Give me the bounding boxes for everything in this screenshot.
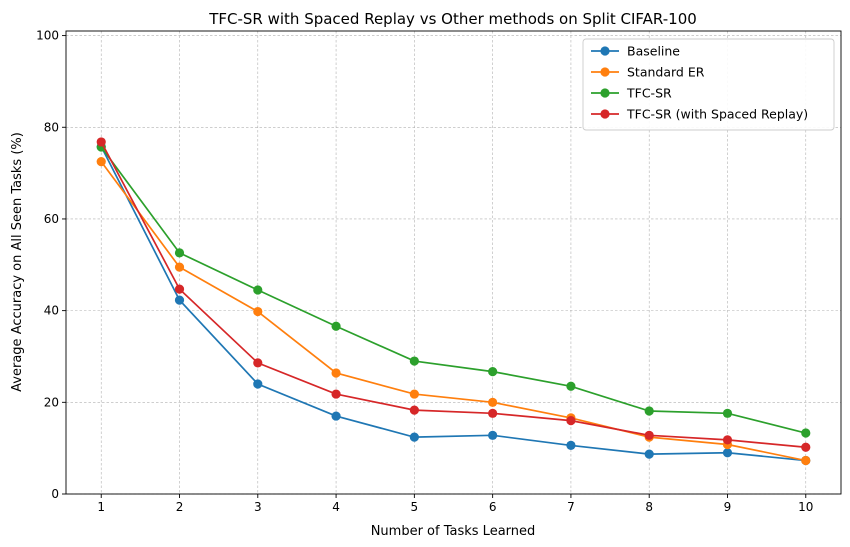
data-point [722,448,733,458]
data-point [566,416,576,426]
data-point [801,442,811,452]
x-tick-label: 3 [254,500,262,514]
data-point [801,455,811,466]
x-tick-label: 1 [97,500,105,514]
legend-box [582,38,835,131]
data-point [96,157,106,167]
data-point [174,262,185,272]
data-point [644,406,654,416]
data-point [331,321,341,331]
series-lines [96,137,811,466]
x-tick-label: 10 [798,500,813,514]
series-tfc-sr [96,142,811,438]
y-tick-label: 20 [44,395,59,409]
x-tick-label: 8 [645,500,653,514]
data-point [566,381,576,391]
data-point [488,430,498,440]
legend-item: Baseline [591,44,680,59]
plot-frame [65,30,842,495]
data-point [644,430,654,440]
data-point [96,137,106,147]
data-point [801,428,811,438]
series-line [100,161,806,462]
data-point [566,440,576,451]
series-baseline [96,141,811,466]
data-point [331,368,341,378]
data-point [409,432,419,442]
x-tick-label: 7 [567,500,575,514]
data-point [253,358,263,368]
data-point [253,379,263,389]
x-axis-label: Number of Tasks Learned [371,524,536,539]
legend-marker [600,88,610,98]
series-line [100,146,806,462]
x-tick-label: 4 [332,500,340,514]
chart-title: TFC-SR with Spaced Replay vs Other metho… [208,10,697,28]
legend-marker [600,109,610,119]
data-point [488,367,498,377]
y-tick-label: 100 [36,29,59,43]
y-axis: 0 20 40 60 80 100 [36,29,66,501]
legend-item: TFC-SR [591,86,672,101]
series-line [100,146,806,434]
y-tick-label: 60 [44,212,59,226]
legend-marker [600,67,610,77]
data-point [409,405,419,415]
legend-label: TFC-SR [626,86,672,101]
data-point [722,408,733,418]
legend-label: Baseline [627,44,680,59]
x-tick-label: 5 [411,500,419,514]
series-line [100,141,806,449]
legend-marker [600,46,610,56]
y-axis-label: Average Accuracy on All Seen Tasks (%) [10,132,25,392]
x-tick-label: 6 [489,500,497,514]
data-point [488,397,498,407]
legend-label: Standard ER [627,65,705,80]
data-point [409,356,419,366]
data-point [174,284,185,294]
x-axis: 1 2 3 4 5 6 7 8 9 10 [97,494,813,514]
data-point [331,389,341,399]
legend: Baseline Standard ER TFC-SR TFC-SR (with Sp… [582,38,835,131]
data-point [722,435,733,445]
data-point [174,295,185,305]
legend-item: TFC-SR (with Spaced Replay) [591,107,808,122]
data-point [331,411,341,421]
x-tick-label: 2 [176,500,184,514]
data-point [253,306,263,317]
y-tick-label: 80 [44,120,59,134]
data-point [253,285,263,295]
data-point [644,449,654,459]
y-tick-label: 0 [51,487,59,501]
legend-label: TFC-SR (with Spaced Replay) [626,107,808,122]
data-point [409,389,419,399]
data-point [174,248,185,258]
legend-item: Standard ER [591,65,705,80]
series-tfc-sr-with-spaced-replay [96,137,811,452]
y-tick-label: 40 [44,304,59,318]
data-point [488,408,498,418]
x-tick-label: 9 [724,500,732,514]
